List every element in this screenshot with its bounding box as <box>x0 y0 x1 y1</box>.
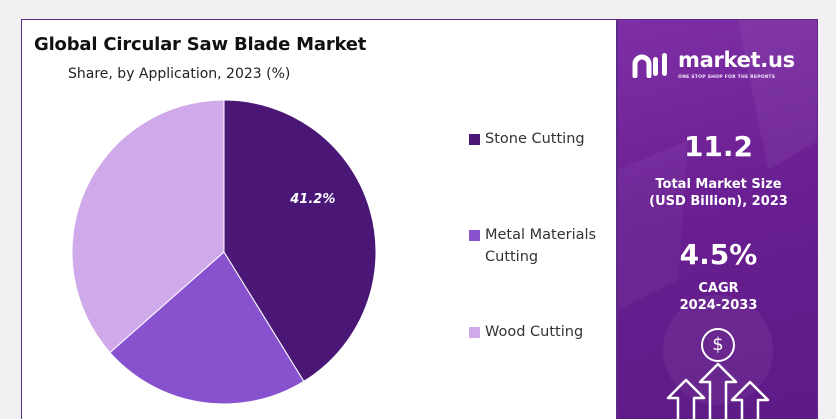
brand-logo: market.us ONE STOP SHOP FOR THE REPORTS <box>632 48 812 88</box>
currency-symbol: $ <box>712 334 724 355</box>
chart-frame: Global Circular Saw Blade Market Share, … <box>21 19 818 419</box>
pie-slice-stone-cutting <box>223 99 377 383</box>
cagr-value: 4.5% <box>679 238 758 271</box>
panel-divider <box>616 20 618 419</box>
legend-label-line: Stone Cutting <box>485 131 585 147</box>
legend-label-wood-cutting: Wood Cutting <box>485 321 583 343</box>
dollar-icon: $ <box>701 328 735 362</box>
brand-name: market.us <box>678 48 795 72</box>
legend-label-line: Wood Cutting <box>485 324 584 340</box>
legend-swatch-wood-cutting <box>469 327 480 338</box>
chart-title: Global Circular Saw Blade Market <box>34 34 367 55</box>
market-size-label: Total Market Size (USD Billion), 2023 <box>618 176 817 210</box>
cagr-label-line: CAGR <box>698 281 739 296</box>
legend-label-line: Cutting <box>485 249 539 265</box>
legend-label-stone-cutting: Stone Cutting <box>485 128 585 150</box>
market-size-value: 11.2 <box>683 130 754 163</box>
market-us-logo-icon <box>632 53 667 78</box>
market-size-label-line: (USD Billion), 2023 <box>649 194 788 209</box>
legend-label-metal-materials-cutting: Metal Materials Cutting <box>485 224 596 268</box>
legend-swatch-metal-materials-cutting <box>469 230 480 241</box>
stats-sidebar: market.us ONE STOP SHOP FOR THE REPORTS … <box>618 20 817 419</box>
pie-slice-metal-materials-cutting <box>109 251 305 405</box>
pie-chart: 41.2% <box>71 99 377 405</box>
legend-swatch-stone-cutting <box>469 134 480 145</box>
growth-arrows-icon <box>666 362 770 419</box>
chart-panel: Global Circular Saw Blade Market Share, … <box>22 20 616 419</box>
chart-subtitle: Share, by Application, 2023 (%) <box>68 66 291 82</box>
cagr-label-line: 2024-2033 <box>679 298 758 313</box>
market-size-label-line: Total Market Size <box>655 177 782 192</box>
legend-label-line: Metal Materials <box>485 227 597 243</box>
pie-data-label: 41.2% <box>289 192 335 207</box>
cagr-label: CAGR 2024-2033 <box>618 280 817 314</box>
brand-tagline: ONE STOP SHOP FOR THE REPORTS <box>678 75 776 80</box>
pie-slice-wood-cutting <box>71 99 225 354</box>
